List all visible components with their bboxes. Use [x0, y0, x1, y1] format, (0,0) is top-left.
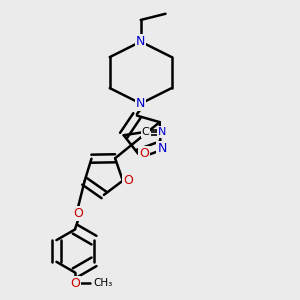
Text: N: N [158, 142, 167, 155]
Text: N: N [136, 35, 146, 48]
Text: N: N [136, 97, 146, 110]
Text: C: C [142, 127, 149, 137]
Text: O: O [139, 147, 149, 161]
Text: N: N [158, 127, 166, 137]
Text: CH₃: CH₃ [94, 278, 113, 289]
Text: O: O [74, 207, 83, 220]
Text: O: O [70, 277, 80, 290]
Text: O: O [123, 174, 133, 187]
